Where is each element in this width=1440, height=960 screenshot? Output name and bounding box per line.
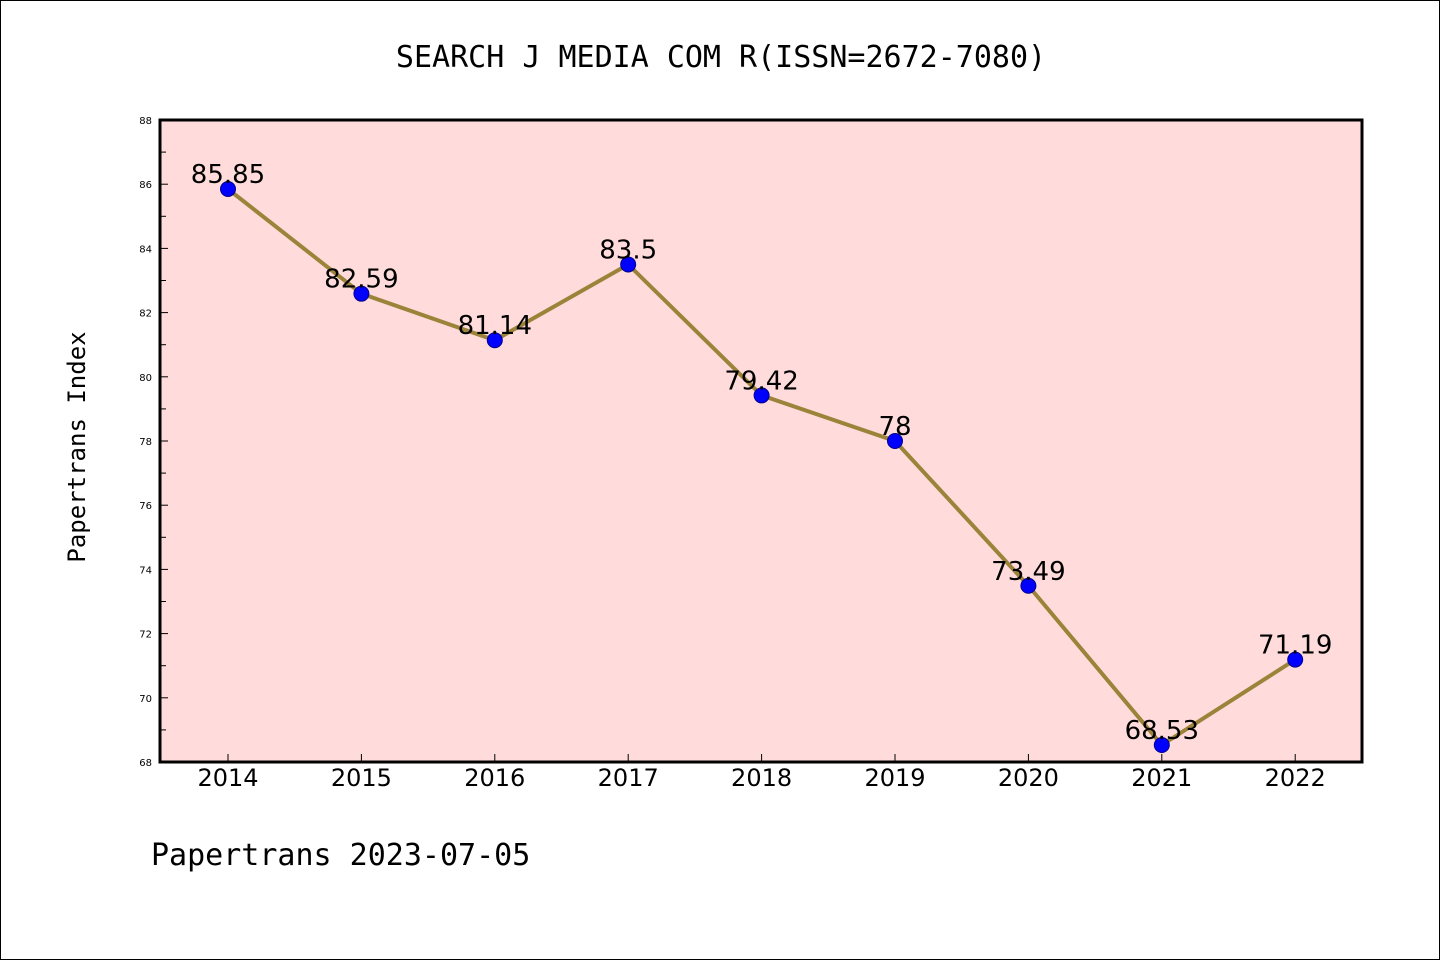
plot-frame	[158, 118, 1364, 764]
x-tick-label: 2017	[598, 764, 659, 792]
data-label: 81.14	[458, 311, 532, 341]
x-tick-label: 2015	[331, 764, 392, 792]
y-tick-label: 76	[139, 501, 152, 512]
data-label: 79.42	[724, 366, 798, 396]
x-tick-label: 2022	[1265, 764, 1326, 792]
x-tick-label: 2021	[1131, 764, 1192, 792]
x-tick-label: 2018	[731, 764, 792, 792]
y-axis: 68 70 72 74 76 78 80 82 84 86 88	[139, 116, 168, 769]
data-label: 85.85	[191, 160, 265, 190]
data-point	[1287, 651, 1304, 668]
footer-text: Papertrans 2023-07-05	[151, 838, 530, 873]
y-tick-label: 80	[139, 373, 152, 384]
data-point	[1020, 577, 1037, 594]
plot-area	[160, 120, 1362, 762]
data-point	[486, 332, 503, 349]
data-label: 82.59	[324, 265, 398, 295]
y-tick-label: 72	[139, 630, 152, 641]
y-tick-label: 70	[139, 694, 152, 705]
x-axis: 2014 2015 2016 2017 2018 2019 2020 2021 2022	[197, 754, 1326, 792]
chart-title: SEARCH J MEDIA COM R(ISSN=2672-7080)	[396, 40, 1046, 75]
y-tick-label: 86	[139, 180, 152, 191]
x-tick-label: 2019	[864, 764, 925, 792]
data-label: 73.49	[991, 557, 1065, 587]
data-point	[620, 256, 637, 273]
y-tick-label: 82	[139, 309, 152, 320]
x-tick-label: 2016	[464, 764, 525, 792]
y-axis-label: Papertrans Index	[63, 331, 91, 562]
y-tick-label: 78	[139, 437, 152, 448]
data-point	[220, 181, 236, 198]
data-label: 78	[878, 412, 911, 442]
x-tick-label: 2014	[197, 764, 258, 792]
data-point	[753, 387, 770, 404]
data-labels: 85.85 82.59 81.14 83.5 79.42 78 73.49 68.53 71.1…	[191, 160, 1333, 746]
y-tick-label: 74	[139, 565, 152, 576]
data-point	[353, 285, 370, 302]
data-label: 71.19	[1258, 631, 1332, 661]
y-tick-label: 88	[139, 116, 152, 127]
data-point	[887, 433, 903, 449]
data-point	[1153, 736, 1170, 753]
data-label: 83.5	[599, 235, 657, 265]
data-points	[220, 181, 1304, 753]
y-tick-label: 68	[139, 758, 152, 769]
data-label: 68.53	[1125, 716, 1199, 746]
x-tick-label: 2020	[998, 764, 1059, 792]
y-tick-label: 84	[139, 244, 152, 255]
